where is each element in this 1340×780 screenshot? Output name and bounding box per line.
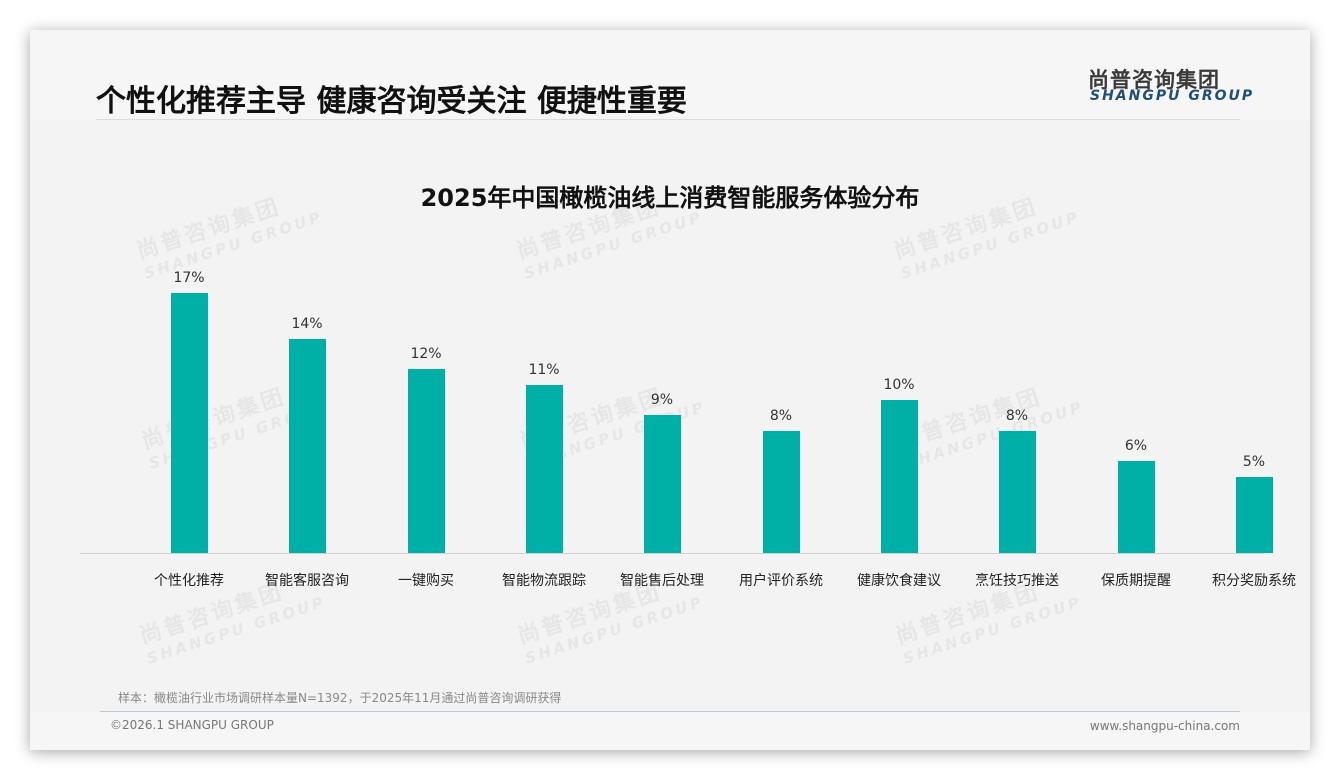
bar-value-label: 12% (410, 346, 442, 363)
footer-divider (100, 711, 1240, 712)
category-label: 保质期提醒 (1101, 573, 1171, 589)
bar (880, 400, 918, 553)
bar-value-label: 11% (528, 361, 560, 378)
logo-english: SHANGPU GROUP (1090, 88, 1255, 104)
category-label: 用户评价系统 (739, 573, 823, 589)
bar (1117, 461, 1155, 553)
bar-value-label: 8% (1005, 407, 1029, 424)
category-label: 积分奖励系统 (1212, 573, 1296, 589)
bar (762, 430, 800, 553)
bar (643, 415, 681, 553)
bar-value-label: 8% (769, 407, 793, 424)
footer-band (30, 712, 1310, 750)
bar-chart-plot: 17% 14% 12% 11% 9% 8% 10% 8% 6% 5% (80, 230, 1273, 554)
chart-title: 2025年中国橄榄油线上消费智能服务体验分布 (420, 184, 920, 212)
category-label: 一键购买 (398, 573, 454, 589)
copyright-text: ©2026.1 SHANGPU GROUP (110, 718, 274, 732)
category-label: 智能客服咨询 (265, 573, 349, 589)
website-link[interactable]: www.shangpu-china.com (1089, 719, 1240, 733)
watermark-en: SHANGPU GROUP (522, 592, 707, 668)
bar (998, 430, 1036, 553)
bar-value-label: 17% (173, 270, 205, 286)
category-label: 智能物流跟踪 (502, 573, 586, 589)
header-divider (96, 119, 1240, 120)
bar-value-label: 10% (883, 377, 915, 394)
page-headline: 个性化推荐主导 健康咨询受关注 便捷性重要 (96, 84, 687, 119)
watermark-en: SHANGPU GROUP (900, 592, 1085, 668)
bar (288, 338, 326, 553)
logo-chinese: 尚普咨询集团 (1088, 68, 1220, 92)
bar (525, 384, 563, 553)
bar-value-label: 14% (291, 315, 323, 332)
bar (1235, 476, 1273, 553)
x-axis-line (80, 553, 1264, 554)
bar-value-label: 5% (1242, 453, 1266, 470)
watermark-en: SHANGPU GROUP (144, 592, 329, 668)
sample-note: 样本：橄榄油行业市场调研样本量N=1392，于2025年11月通过尚普咨询调研获… (118, 691, 562, 705)
bar (170, 293, 208, 553)
category-label: 健康饮食建议 (857, 573, 941, 589)
header-band (30, 30, 1310, 120)
category-label: 智能售后处理 (620, 573, 704, 589)
bar (407, 369, 445, 553)
category-label: 烹饪技巧推送 (975, 573, 1059, 589)
category-label: 个性化推荐 (154, 573, 224, 589)
bar-value-label: 9% (650, 392, 674, 409)
bar-value-label: 6% (1124, 438, 1148, 455)
slide: 个性化推荐主导 健康咨询受关注 便捷性重要 尚普咨询集团 SHANGPU GRO… (30, 30, 1310, 750)
